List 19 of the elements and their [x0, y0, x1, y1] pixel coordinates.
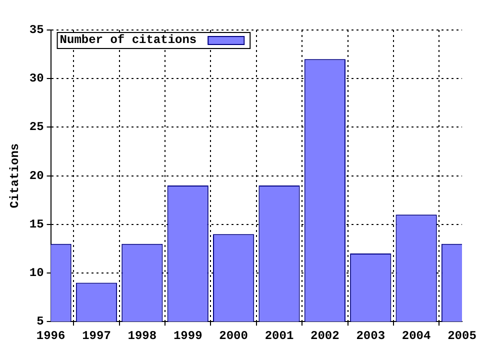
x-tick-label: 2002 — [310, 328, 340, 343]
x-tick-label: 2004 — [402, 328, 431, 343]
y-tick-label: 5 — [36, 314, 44, 329]
x-tick-label: 2000 — [219, 328, 248, 343]
x-tick-label: 1997 — [82, 328, 111, 343]
x-tick-label: 2003 — [356, 328, 386, 343]
x-tick-label: 1998 — [128, 328, 157, 343]
x-tick-label: 1996 — [36, 328, 66, 343]
y-tick-label: 25 — [29, 120, 44, 134]
x-tick-label: 2005 — [448, 328, 476, 343]
y-tick-label: 10 — [29, 266, 44, 280]
y-tick-label: 15 — [29, 217, 44, 232]
x-tick-label: 1999 — [173, 328, 202, 343]
y-tick-label: 35 — [29, 23, 44, 38]
x-tick-label: 2001 — [264, 328, 294, 343]
y-axis-title: Citations — [8, 143, 22, 208]
y-tick-label: 30 — [29, 72, 44, 86]
y-tick-label: 20 — [29, 168, 44, 183]
legend-label: Number of citations — [60, 33, 197, 48]
